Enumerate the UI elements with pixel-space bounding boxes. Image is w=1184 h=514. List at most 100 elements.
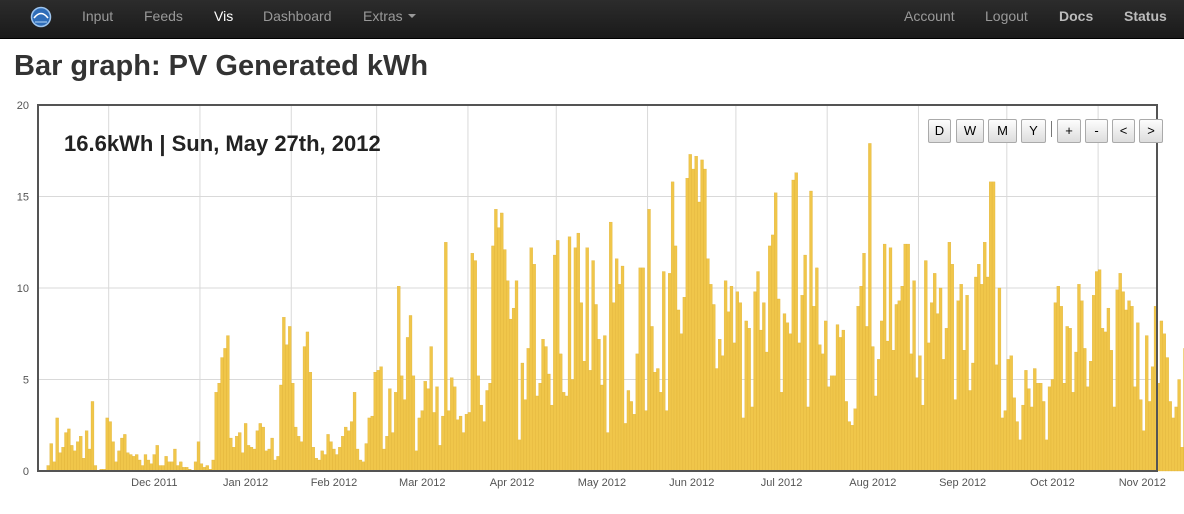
bar: [968, 390, 972, 472]
nav-docs[interactable]: Docs: [1059, 8, 1094, 24]
bar: [317, 459, 321, 472]
bar-chart[interactable]: 0 5 10 15 20 Dec 2011 Jan 2012 Feb 2012 Mar 2012…: [0, 95, 1184, 514]
bar: [797, 342, 801, 472]
bar: [1177, 379, 1181, 472]
bar: [135, 454, 139, 472]
bar: [226, 335, 230, 472]
bar: [930, 302, 934, 472]
bar: [217, 383, 221, 472]
bar: [302, 346, 307, 472]
bar: [400, 375, 404, 472]
bar: [844, 401, 848, 472]
bar: [276, 456, 280, 472]
bar: [111, 441, 115, 472]
bar: [573, 247, 578, 472]
bar: [906, 243, 910, 472]
bar: [588, 370, 592, 472]
bar: [1083, 348, 1087, 472]
bar: [532, 264, 536, 472]
month-view-button[interactable]: M: [988, 119, 1017, 143]
bar: [776, 298, 781, 472]
bar: [214, 392, 218, 472]
bar: [402, 399, 407, 472]
bar: [149, 463, 153, 472]
bar: [912, 280, 916, 472]
bar: [282, 317, 286, 472]
bar: [137, 459, 142, 472]
bar: [1021, 404, 1025, 472]
bar: [379, 366, 383, 472]
bar: [809, 190, 813, 472]
pan-left-button[interactable]: <: [1112, 119, 1135, 143]
nav-dashboard[interactable]: Dashboard: [263, 8, 332, 24]
zoom-in-button[interactable]: +: [1057, 119, 1081, 143]
emoncms-logo-icon[interactable]: [30, 6, 52, 28]
bar: [229, 437, 233, 472]
bar: [885, 340, 890, 472]
bar: [467, 412, 472, 472]
bar: [700, 159, 704, 472]
bar: [1033, 368, 1037, 472]
bar: [1053, 302, 1058, 472]
bar: [880, 320, 884, 472]
bar: [261, 426, 265, 472]
bar: [1042, 401, 1046, 472]
bar: [55, 417, 59, 472]
bar: [1039, 383, 1043, 472]
year-view-button[interactable]: Y: [1021, 119, 1046, 143]
bar: [520, 362, 525, 472]
bar: [829, 375, 834, 472]
bar: [311, 447, 315, 472]
x-tick-label: Feb 2012: [311, 477, 357, 489]
nav-input[interactable]: Input: [82, 8, 114, 24]
nav-logout[interactable]: Logout: [985, 8, 1028, 24]
page-title: Bar graph: PV Generated kWh: [14, 50, 429, 82]
chevron-down-icon: [407, 14, 416, 19]
bar: [529, 247, 533, 472]
x-tick-label: Aug 2012: [849, 477, 896, 489]
bar: [453, 386, 457, 472]
bar: [429, 346, 433, 472]
bar: [715, 368, 719, 472]
bar: [944, 328, 949, 472]
nav-status[interactable]: Status: [1124, 8, 1167, 24]
nav-feeds[interactable]: Feeds: [144, 8, 183, 24]
bar: [117, 450, 121, 472]
x-tick-label: Jul 2012: [761, 477, 803, 489]
bar: [1148, 401, 1152, 472]
button-separator: [1051, 121, 1052, 137]
bar: [882, 243, 887, 472]
bar: [756, 271, 760, 472]
bar: [450, 377, 454, 472]
bar: [1150, 366, 1155, 472]
bar: [629, 401, 633, 472]
bar: [1012, 397, 1016, 472]
week-view-button[interactable]: W: [956, 119, 984, 143]
bar: [1074, 351, 1078, 472]
bar: [164, 456, 168, 472]
bar: [491, 245, 495, 472]
bar: [924, 260, 928, 472]
bar: [768, 245, 772, 472]
bar: [385, 436, 389, 472]
bar: [485, 390, 489, 472]
x-tick-label: Jun 2012: [669, 477, 714, 489]
bar: [432, 412, 436, 472]
bar: [938, 287, 943, 472]
bar: [791, 179, 795, 472]
bar: [541, 339, 545, 472]
bar: [1062, 383, 1066, 472]
day-view-button[interactable]: D: [928, 119, 951, 143]
nav-extras[interactable]: Extras: [363, 0, 416, 38]
bar: [1071, 392, 1075, 472]
nav-vis[interactable]: Vis: [214, 8, 234, 24]
bar: [444, 242, 448, 472]
bar: [1065, 326, 1069, 472]
bar: [612, 302, 616, 472]
bar: [1165, 357, 1169, 472]
pan-right-button[interactable]: >: [1139, 119, 1163, 143]
bar: [1056, 286, 1060, 472]
nav-account[interactable]: Account: [904, 8, 955, 24]
bar: [933, 273, 937, 472]
zoom-out-button[interactable]: -: [1085, 119, 1108, 143]
